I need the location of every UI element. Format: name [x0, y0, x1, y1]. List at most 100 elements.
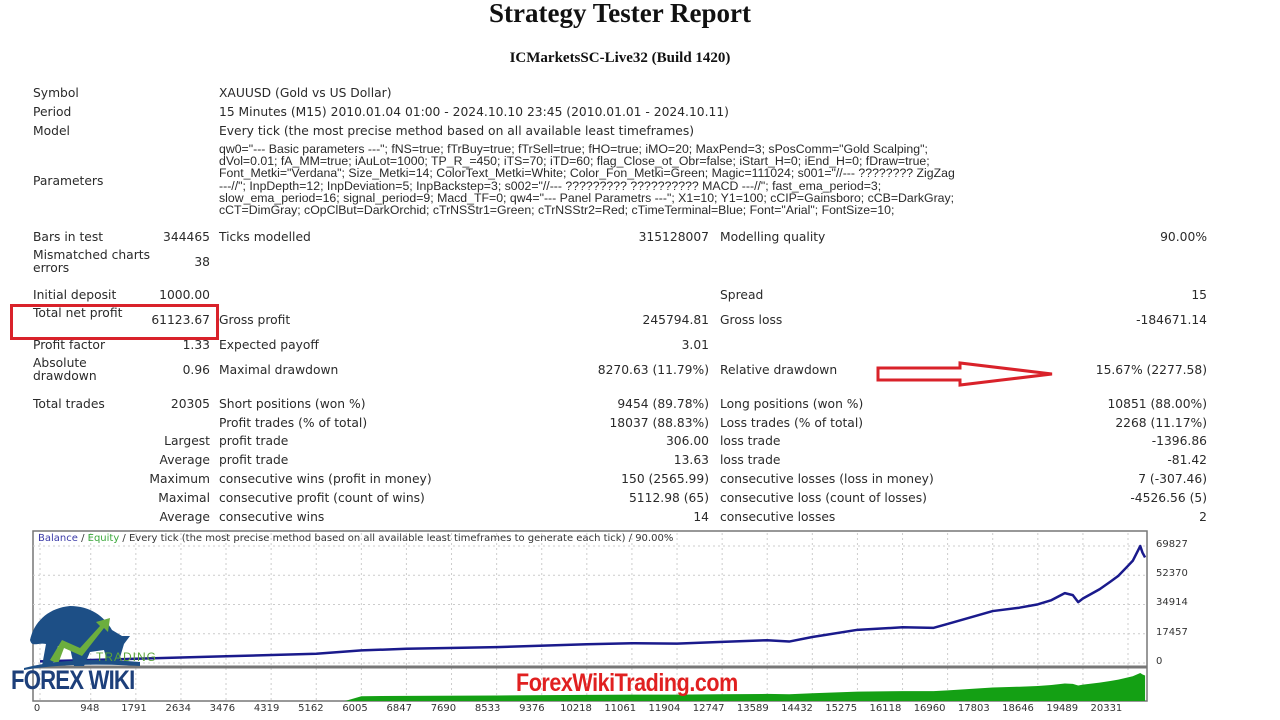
- stat-col3-label: Loss trades (% of total): [720, 416, 864, 430]
- report-title: Strategy Tester Report: [489, 0, 751, 28]
- symbol-label: Symbol: [33, 86, 79, 100]
- stat-col2-label: consecutive profit (count of wins): [219, 491, 425, 505]
- stat-col1-label: Profit factor: [33, 338, 106, 352]
- stat-col3-value: -4526.56 (5): [1130, 491, 1207, 505]
- x-tick-label: 948: [80, 703, 100, 714]
- stat-col2-label: Gross profit: [219, 313, 291, 327]
- stat-col2-label: Profit trades (% of total): [219, 416, 368, 430]
- stat-col3-label: Relative drawdown: [720, 363, 838, 377]
- x-tick-label: 13589: [736, 703, 769, 714]
- stat-col2-value: 18037 (88.83%): [609, 416, 709, 430]
- stat-col3-value: 15.67% (2277.58): [1095, 363, 1207, 377]
- broker-build: ICMarketsSC-Live32 (Build 1420): [509, 50, 731, 66]
- legend-balance: Balance: [38, 533, 78, 544]
- stat-col3-value: 2268 (11.17%): [1115, 416, 1207, 430]
- stat-col1-label: Mismatched charts errors: [33, 248, 150, 275]
- stat-col2-value: 245794.81: [642, 313, 710, 327]
- x-tick-label: 0: [33, 703, 41, 714]
- forex-wiki-logo-icon: [24, 606, 140, 670]
- stat-col3-value: 2: [1199, 510, 1207, 524]
- equity-area: [345, 673, 1146, 701]
- x-tick-label: 7690: [430, 703, 457, 714]
- logo-tagline: TRADING: [96, 650, 157, 664]
- parameters-value: qw0="--- Basic parameters ---"; fNS=true…: [219, 142, 955, 218]
- stat-col1-value: 20305: [170, 397, 210, 411]
- symbol-value: XAUUSD (Gold vs US Dollar): [219, 86, 392, 100]
- stat-col2-value: 14: [693, 510, 709, 524]
- y-tick-label: 0: [1156, 656, 1163, 667]
- stat-col3-label: consecutive loss (count of losses): [720, 491, 927, 505]
- stat-col1-value: Maximum: [149, 472, 210, 486]
- stat-col3-label: consecutive losses (loss in money): [720, 472, 934, 486]
- stat-col2-label: Short positions (won %): [219, 397, 366, 411]
- x-tick-label: 3476: [209, 703, 236, 714]
- logo-name: FOREX WIKI: [11, 665, 135, 695]
- legend-equity: Equity: [87, 533, 120, 544]
- stat-col2-label: consecutive wins: [219, 510, 325, 524]
- stat-col1-value: 0.96: [182, 363, 210, 377]
- x-tick-label: 11061: [604, 703, 637, 714]
- stat-col1-label: Total trades: [33, 397, 105, 411]
- x-tick-label: 8533: [474, 703, 501, 714]
- x-tick-label: 6005: [342, 703, 368, 714]
- watermark-text: ForexWikiTrading.com: [516, 669, 738, 697]
- stat-col2-label: profit trade: [219, 453, 289, 467]
- stat-col1-value: Largest: [164, 434, 210, 448]
- x-tick-label: 15275: [825, 703, 858, 714]
- stat-col2-label: consecutive wins (profit in money): [219, 472, 432, 486]
- stat-col1-value: 1.33: [182, 338, 210, 352]
- balance-line: [39, 544, 1147, 663]
- x-tick-label: 20331: [1090, 703, 1123, 714]
- model-value: Every tick (the most precise method base…: [219, 124, 695, 138]
- stat-col2-value: 5112.98 (65): [628, 491, 709, 505]
- y-tick-label: 69827: [1156, 539, 1188, 550]
- stat-col2-label: profit trade: [219, 434, 289, 448]
- stat-col3-value: -184671.14: [1136, 313, 1207, 327]
- x-tick-label: 17803: [957, 703, 990, 714]
- legend-model: / Every tick (the most precise method ba…: [119, 533, 674, 544]
- stat-col3-value: 90.00%: [1160, 230, 1207, 244]
- stat-col1-value: Average: [159, 510, 211, 524]
- chart-legend: Balance / Equity / Every tick (the most …: [38, 533, 673, 545]
- stat-col1-label: Bars in test: [33, 230, 104, 244]
- stat-col3-value: 10851 (88.00%): [1107, 397, 1207, 411]
- period-label: Period: [33, 105, 72, 119]
- red-arrow-icon: [876, 361, 1053, 387]
- stat-col3-value: 15: [1191, 288, 1207, 302]
- x-tick-label: 14432: [781, 703, 813, 714]
- chart-plot: [32, 530, 1148, 702]
- legend-sep: /: [77, 533, 88, 544]
- stat-col2-label: Maximal drawdown: [219, 363, 339, 377]
- y-tick-label: 34914: [1156, 597, 1188, 609]
- x-tick-label: 12747: [692, 703, 725, 714]
- stat-col3-value: -81.42: [1167, 453, 1207, 467]
- x-tick-label: 16960: [913, 703, 946, 714]
- stat-col2-value: 8270.63 (11.79%): [597, 363, 709, 377]
- x-tick-label: 1791: [121, 703, 147, 714]
- stat-col1-value: Maximal: [158, 491, 210, 505]
- stat-col2-label: Ticks modelled: [219, 230, 311, 244]
- stat-col3-label: Long positions (won %): [720, 397, 864, 411]
- parameters-label: Parameters: [33, 174, 104, 188]
- stat-col2-value: 13.63: [673, 453, 709, 467]
- x-tick-label: 2634: [165, 703, 191, 714]
- stat-col3-label: loss trade: [720, 453, 781, 467]
- stat-col1-value: Average: [159, 453, 211, 467]
- stat-col3-value: -1396.86: [1151, 434, 1207, 448]
- stat-col1-label: Total net profit: [33, 306, 123, 320]
- x-tick-label: 6847: [386, 703, 412, 714]
- stat-col2-value: 150 (2565.99): [621, 472, 709, 486]
- x-tick-label: 19489: [1046, 703, 1079, 714]
- stat-col1-label: Absolute drawdown: [33, 356, 97, 383]
- x-tick-label: 11904: [648, 703, 681, 714]
- y-tick-label: 17457: [1156, 626, 1188, 638]
- stat-col2-value: 9454 (89.78%): [617, 397, 709, 411]
- stat-col2-value: 306.00: [665, 434, 709, 448]
- x-tick-label: 4319: [253, 703, 280, 714]
- x-tick-label: 18646: [1002, 703, 1034, 714]
- net-profit-highlight-box: [10, 304, 219, 340]
- stat-col1-value: 1000.00: [159, 288, 210, 302]
- stat-col3-label: Modelling quality: [720, 230, 826, 244]
- x-tick-label: 9376: [519, 703, 545, 714]
- stat-col3-label: Spread: [720, 288, 764, 302]
